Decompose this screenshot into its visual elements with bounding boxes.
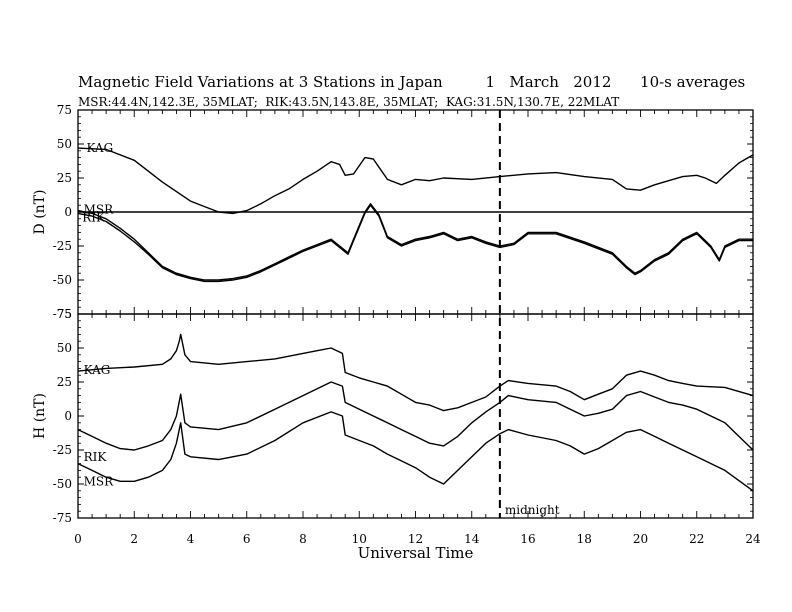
xtick-label-18: 18 [577, 532, 592, 546]
xtick-label-22: 22 [689, 532, 704, 546]
series-line-D-MSR [77, 203, 753, 281]
ytick-label-D-75: 75 [57, 103, 72, 117]
xtick-label-10: 10 [352, 532, 367, 546]
panel-frame-H [77, 313, 754, 519]
xtick-label-12: 12 [408, 532, 423, 546]
xtick-label-16: 16 [520, 532, 535, 546]
xtick-label-8: 8 [299, 532, 307, 546]
ytick-label-H--25: -25 [53, 443, 72, 457]
xtick-label-24: 24 [745, 532, 761, 546]
series-label-H-KAG: KAG [84, 363, 111, 377]
ytick-label-H-75: 75 [57, 307, 72, 321]
series-label-H-MSR: MSR [84, 474, 115, 488]
xtick-label-14: 14 [464, 532, 480, 546]
series-line-H-MSR [77, 411, 754, 492]
ytick-label-D--75: -75 [53, 307, 72, 321]
series-label-D-MSR: MSR [84, 202, 115, 216]
ytick-label-D-50: 50 [57, 137, 72, 151]
ytick-label-D-25: 25 [57, 171, 72, 185]
ytick-label-D--25: -25 [53, 239, 72, 253]
xlabel: Universal Time [358, 544, 474, 562]
xtick-label-2: 2 [130, 532, 138, 546]
series-line-D-RIK [77, 204, 753, 283]
ylabel-H: H (nT) [32, 393, 48, 439]
midnight-label: midnight [505, 503, 560, 517]
xtick-label-0: 0 [74, 532, 82, 546]
ytick-label-D-0: 0 [64, 205, 72, 219]
ytick-label-H-50: 50 [57, 341, 72, 355]
chart-subtitle: MSR:44.4N,142.3E, 35MLAT; RIK:43.5N,143.… [78, 95, 620, 109]
ytick-label-D--50: -50 [53, 273, 72, 287]
ytick-label-H-0: 0 [64, 409, 72, 423]
series-label-D-RIK: RIK [82, 210, 106, 224]
series-line-D-KAG [77, 147, 754, 215]
ylabel-D: D (nT) [32, 190, 48, 235]
series-line-H-KAG [77, 333, 754, 412]
series-label-D-KAG: KAG [86, 141, 113, 155]
xtick-label-6: 6 [243, 532, 251, 546]
ytick-label-H-25: 25 [57, 375, 72, 389]
xtick-label-20: 20 [633, 532, 648, 546]
series-line-H-RIK [77, 381, 754, 451]
xtick-label-4: 4 [187, 532, 195, 546]
chart-title: Magnetic Field Variations at 3 Stations … [78, 73, 746, 91]
series-label-H-RIK: RIK [84, 450, 108, 464]
ytick-label-H--50: -50 [53, 477, 72, 491]
ytick-label-H--75: -75 [53, 511, 72, 525]
